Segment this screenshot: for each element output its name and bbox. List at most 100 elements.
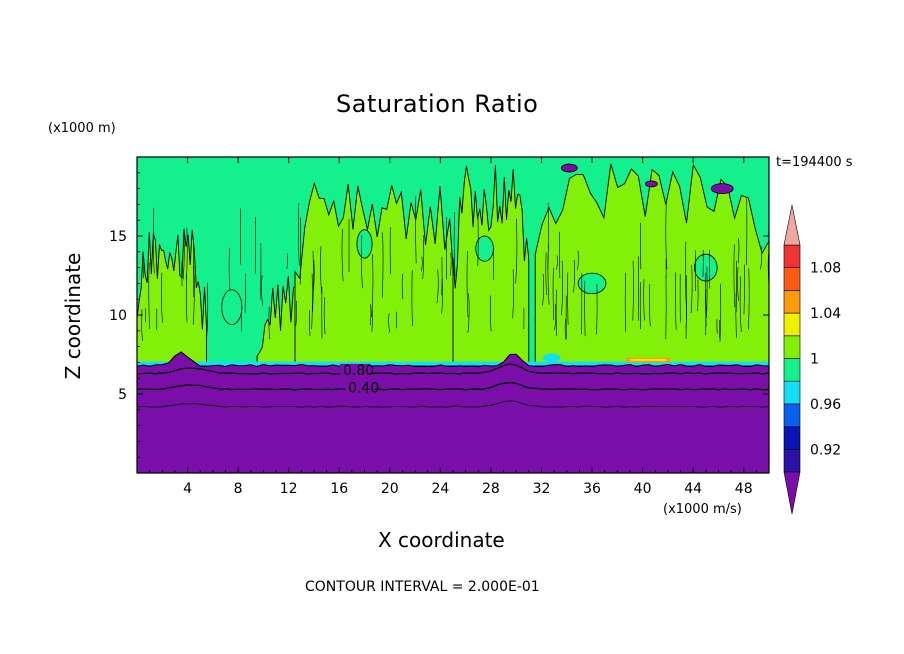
contour-streak: [401, 273, 404, 300]
contour-streak: [309, 310, 311, 336]
colorbar-segment: [783, 244, 801, 269]
contour-streak: [436, 269, 439, 304]
contour-streak: [748, 268, 750, 330]
colorbar: 1.08 1.04 1 0.96 0.92: [783, 204, 841, 515]
contour-streak: [311, 273, 313, 330]
contour-streak: [370, 303, 372, 326]
contour-streak: [643, 279, 645, 321]
contour-streak: [148, 262, 150, 329]
contour-streak: [381, 232, 384, 298]
green-plume-region: [534, 163, 769, 367]
contour-streak: [690, 264, 693, 314]
contour-streak: [153, 207, 155, 274]
cyan-pocket: [542, 353, 561, 362]
contour-streak: [388, 313, 391, 333]
contour-streak: [545, 252, 547, 296]
colorbar-segment: [783, 290, 801, 314]
contour-streak: [411, 269, 413, 327]
contour-streak: [584, 280, 586, 337]
region-ground-layer: [137, 351, 769, 473]
contour-streak: [735, 292, 737, 338]
contour-label-bg: [340, 363, 371, 377]
contour-label: 0.80: [343, 363, 374, 379]
contour-streak: [450, 252, 452, 276]
contour-streak: [554, 304, 557, 331]
contour-streak: [567, 272, 569, 325]
contour-streak: [561, 260, 563, 316]
dry-pocket: [710, 183, 734, 195]
contour-0.00: [137, 400, 769, 408]
contour-streak: [547, 244, 550, 305]
y-tick-label: 15: [109, 229, 127, 245]
contour-streak: [182, 230, 185, 280]
teal-pocket: [356, 229, 373, 259]
contour-streak: [490, 295, 492, 332]
x-tick-label: 4: [183, 481, 192, 497]
contour-streak: [141, 309, 143, 341]
supersaturated-core: [630, 358, 667, 361]
contour-streak: [697, 279, 699, 312]
contour-streak: [323, 297, 326, 335]
x-tick-label: 40: [634, 481, 652, 497]
y-tick-label: 10: [109, 308, 127, 324]
y-tick-label: 5: [118, 387, 127, 403]
contour-streak: [632, 260, 634, 321]
x-tick-label: 12: [280, 481, 298, 497]
x-tick-label: 8: [234, 481, 243, 497]
contour-label-bg: [345, 381, 376, 395]
contour-streak: [466, 250, 469, 318]
green-plume-region: [137, 228, 207, 367]
x-tick-label: 36: [583, 481, 601, 497]
contour-streak: [665, 203, 668, 270]
colorbar-segment: [783, 403, 801, 427]
plot-area: 0.800.40: [137, 157, 769, 473]
contour-streak: [737, 238, 740, 264]
colorbar-segment: [783, 358, 801, 382]
colorbar-low-arrow: [783, 471, 801, 515]
x-tick-label: 28: [482, 481, 500, 497]
contour-interval-note: CONTOUR INTERVAL = 2.000E-01: [305, 579, 540, 595]
contour-streak: [186, 227, 188, 282]
contour-streak: [705, 272, 707, 327]
contour-streak: [733, 244, 736, 308]
contour-streak: [192, 265, 195, 325]
contour-streak: [341, 228, 344, 282]
dry-pocket: [645, 180, 658, 188]
contour-streak: [739, 276, 742, 333]
contour-streak: [415, 195, 417, 264]
contour-streak: [760, 246, 763, 270]
contour-streak: [552, 267, 555, 321]
colorbar-segment: [783, 448, 801, 473]
contour-streak: [268, 306, 270, 340]
contour-streak: [371, 253, 374, 318]
contour-streak: [685, 241, 687, 309]
contour-streak: [312, 250, 314, 312]
colorbar-segment: [783, 312, 801, 337]
teal-pocket: [577, 272, 607, 295]
colorbar-segment: [783, 426, 801, 450]
colorbar-segment: [783, 335, 801, 359]
x-axis-label: X coordinate: [378, 528, 505, 552]
contour-streak: [228, 247, 231, 291]
contour-streak: [737, 267, 739, 301]
contour-streak: [421, 256, 423, 272]
contour-streak: [313, 260, 315, 291]
x-tick-label: 32: [533, 481, 551, 497]
contour-streak: [298, 203, 300, 266]
contour-streak: [286, 253, 288, 269]
contour-streak: [649, 283, 651, 327]
x-tick-label: 16: [330, 481, 348, 497]
cyan-inversion-band: [137, 361, 769, 366]
colorbar-segment: [783, 380, 801, 405]
x-tick-label: 48: [735, 481, 753, 497]
contour-0.40: [137, 381, 769, 391]
colorbar-tick-label: 0.92: [810, 442, 841, 458]
contour-streak: [577, 250, 579, 271]
colorbar-segment: [783, 267, 801, 291]
colorbar-tick-label: 0.96: [810, 397, 841, 413]
contour-label: 0.40: [348, 380, 379, 396]
chart-title: Saturation Ratio: [336, 90, 539, 118]
x-axis-unit: (x1000 m/s): [663, 502, 742, 517]
